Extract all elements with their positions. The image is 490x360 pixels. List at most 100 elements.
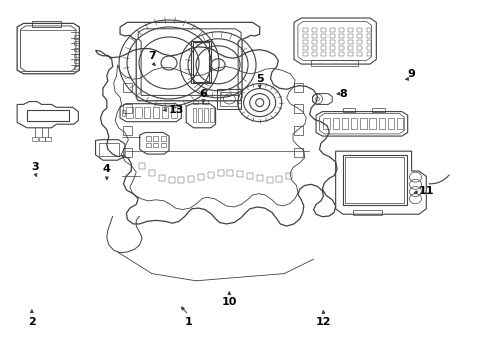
- Bar: [348, 40, 353, 44]
- Bar: [303, 46, 308, 50]
- Bar: [367, 34, 371, 38]
- Bar: [153, 143, 158, 147]
- Bar: [321, 40, 326, 44]
- Bar: [321, 28, 326, 32]
- Bar: [198, 174, 204, 180]
- Bar: [198, 108, 202, 122]
- Bar: [312, 46, 317, 50]
- Bar: [74, 41, 79, 45]
- Bar: [312, 34, 317, 38]
- Bar: [126, 107, 133, 118]
- Bar: [74, 54, 79, 57]
- Bar: [267, 177, 272, 183]
- Bar: [237, 171, 243, 176]
- Bar: [153, 107, 159, 118]
- Bar: [357, 28, 362, 32]
- Bar: [171, 107, 177, 118]
- Bar: [323, 118, 330, 129]
- Bar: [146, 143, 151, 147]
- Bar: [342, 118, 348, 129]
- Bar: [330, 40, 335, 44]
- Bar: [357, 46, 362, 50]
- Bar: [388, 118, 394, 129]
- Bar: [312, 40, 317, 44]
- Bar: [367, 40, 371, 44]
- Bar: [286, 173, 292, 179]
- Bar: [39, 137, 45, 141]
- Bar: [311, 60, 358, 66]
- Bar: [345, 157, 404, 203]
- Bar: [339, 52, 344, 56]
- Text: 12: 12: [316, 317, 331, 327]
- Text: 9: 9: [408, 69, 416, 79]
- Bar: [159, 175, 165, 181]
- Bar: [379, 118, 385, 129]
- Bar: [139, 163, 145, 168]
- Bar: [303, 52, 308, 56]
- Bar: [321, 34, 326, 38]
- Bar: [161, 136, 166, 141]
- Bar: [74, 48, 79, 51]
- Bar: [339, 40, 344, 44]
- Bar: [360, 118, 367, 129]
- Bar: [74, 35, 79, 39]
- Text: 6: 6: [199, 89, 207, 99]
- Bar: [161, 143, 166, 147]
- Bar: [178, 177, 184, 183]
- Bar: [227, 170, 233, 176]
- Text: 10: 10: [221, 297, 237, 307]
- Bar: [348, 46, 353, 50]
- Bar: [367, 46, 371, 50]
- Bar: [353, 210, 382, 215]
- Bar: [122, 110, 125, 116]
- Bar: [303, 40, 308, 44]
- Bar: [330, 28, 335, 32]
- Bar: [321, 46, 326, 50]
- Bar: [339, 34, 344, 38]
- Bar: [27, 110, 69, 121]
- Bar: [202, 100, 208, 104]
- Bar: [351, 118, 357, 129]
- Bar: [367, 52, 371, 56]
- Bar: [343, 155, 407, 205]
- Bar: [330, 52, 335, 56]
- Bar: [204, 108, 208, 122]
- Bar: [357, 52, 362, 56]
- Bar: [348, 34, 353, 38]
- Bar: [339, 28, 344, 32]
- Bar: [330, 34, 335, 38]
- Text: 3: 3: [31, 162, 39, 172]
- Text: 8: 8: [339, 89, 347, 99]
- Bar: [247, 173, 253, 179]
- Bar: [369, 118, 376, 129]
- Bar: [276, 176, 282, 182]
- Bar: [149, 170, 155, 176]
- Bar: [193, 108, 196, 122]
- Bar: [74, 66, 79, 69]
- Bar: [218, 89, 241, 109]
- Bar: [218, 170, 223, 176]
- Bar: [146, 136, 151, 141]
- Bar: [303, 28, 308, 32]
- Bar: [343, 108, 355, 112]
- Text: 13: 13: [169, 105, 184, 115]
- Bar: [99, 143, 119, 156]
- Text: 4: 4: [103, 164, 111, 174]
- Text: 11: 11: [418, 186, 434, 196]
- Bar: [162, 107, 168, 118]
- Bar: [153, 136, 158, 141]
- Bar: [208, 172, 214, 177]
- Bar: [303, 34, 308, 38]
- Text: 1: 1: [185, 317, 193, 327]
- Bar: [135, 107, 142, 118]
- Bar: [210, 108, 214, 122]
- Bar: [348, 52, 353, 56]
- Bar: [348, 28, 353, 32]
- Bar: [367, 28, 371, 32]
- Bar: [74, 60, 79, 63]
- Bar: [372, 108, 385, 112]
- Bar: [32, 137, 38, 141]
- Text: 2: 2: [28, 317, 36, 327]
- Bar: [333, 118, 339, 129]
- Bar: [193, 100, 198, 104]
